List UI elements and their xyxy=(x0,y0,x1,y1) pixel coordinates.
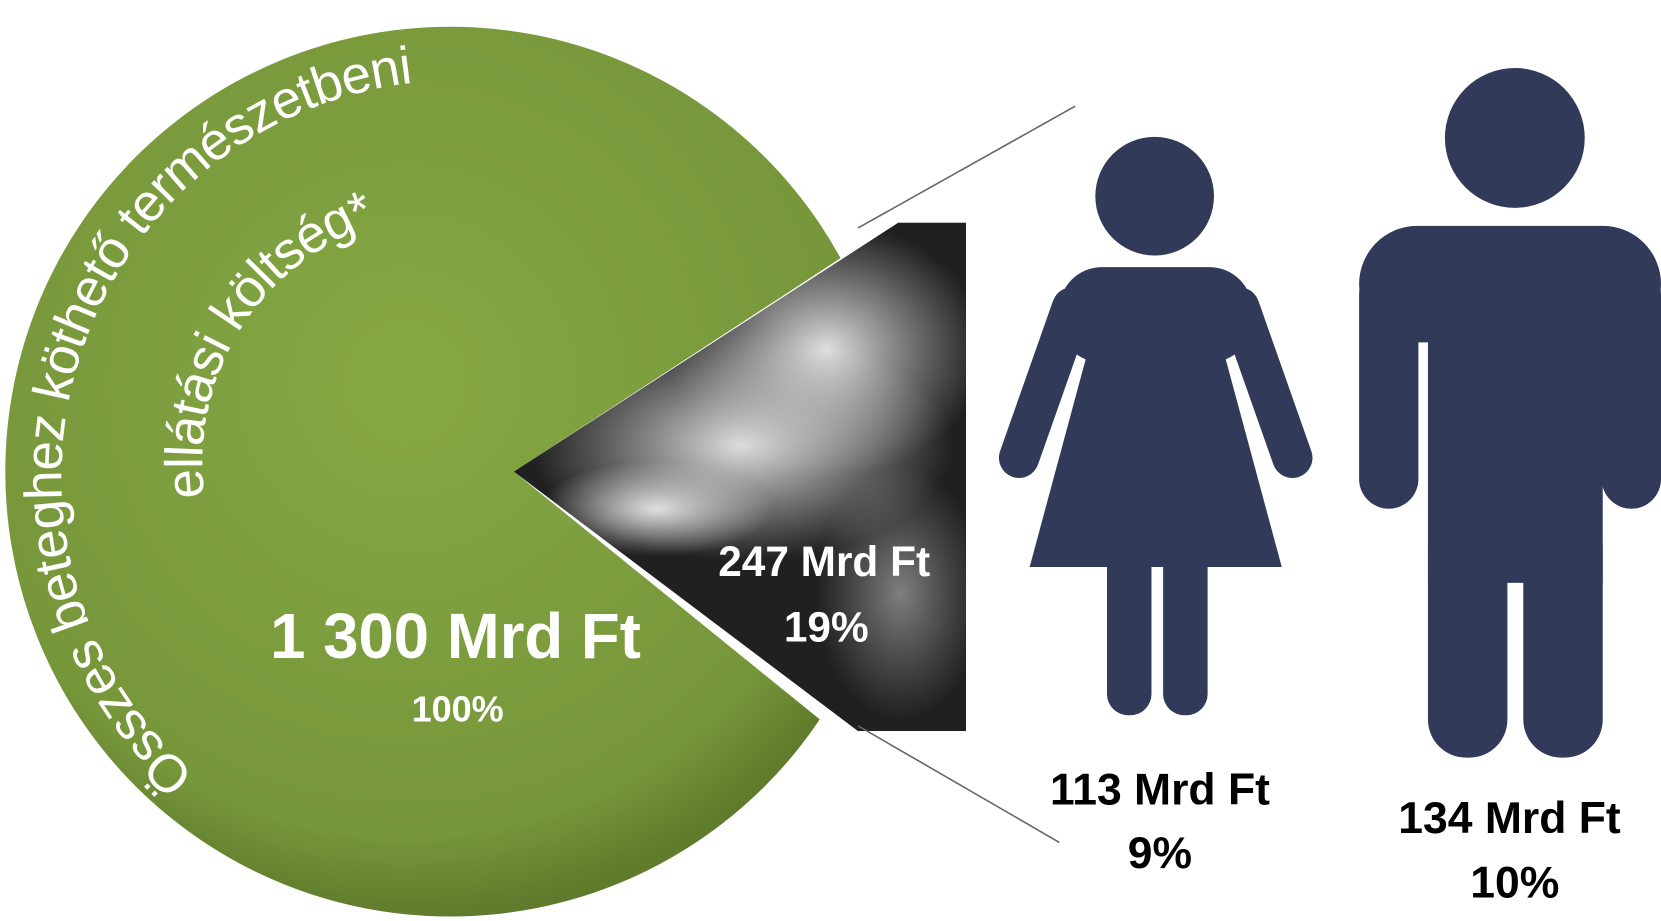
slice-amount: 247 Mrd Ft xyxy=(718,538,930,585)
women-share: 9% xyxy=(1128,829,1192,878)
connector xyxy=(857,105,1076,229)
connector xyxy=(857,725,1060,844)
men-share: 10% xyxy=(1470,859,1559,908)
men-amount: 134 Mrd Ft xyxy=(1398,794,1621,843)
pie-disc xyxy=(5,26,896,917)
total-amount: 1 300 Mrd Ft xyxy=(270,601,641,672)
women-amount: 113 Mrd Ft xyxy=(1050,765,1270,814)
total-share: 100% xyxy=(412,689,504,730)
woman-icon xyxy=(998,136,1313,716)
pie: Összes beteghez köthető természetbeni el… xyxy=(5,26,967,917)
man-icon xyxy=(1359,68,1661,758)
slice-share: 19% xyxy=(784,604,869,651)
